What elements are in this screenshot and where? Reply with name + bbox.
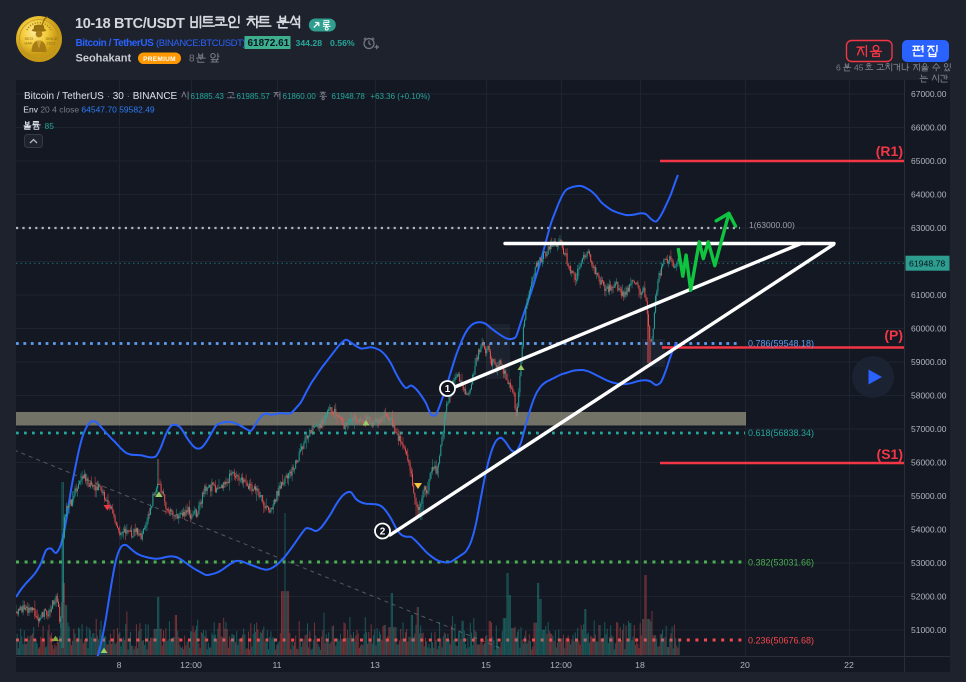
svg-text:61985.57: 61985.57 [237,92,271,101]
svg-text:15: 15 [481,660,491,670]
svg-text:61948.78: 61948.78 [332,92,366,101]
svg-text:51000.00: 51000.00 [911,625,947,635]
svg-text:61000.00: 61000.00 [911,290,947,300]
svg-text:22: 22 [844,660,854,670]
svg-text:Seohakant: Seohakant [76,53,132,65]
svg-text:12:00: 12:00 [550,660,572,670]
svg-text:61948.78: 61948.78 [909,258,945,268]
svg-text:54000.00: 54000.00 [911,525,947,535]
svg-text:8: 8 [189,54,195,65]
svg-text:Env 20 4 close: Env 20 4 close [23,105,79,115]
svg-text:(R1): (R1) [876,143,903,159]
svg-text:57000.00: 57000.00 [911,424,947,434]
svg-text:85: 85 [45,121,55,131]
svg-text:2021: 2021 [47,41,57,46]
svg-text:63000.00: 63000.00 [911,223,947,233]
svg-text:SEO: SEO [25,36,33,41]
svg-text:20: 20 [740,660,750,670]
svg-text:344.28: 344.28 [296,38,323,48]
svg-text:18: 18 [635,660,645,670]
svg-text:0.382(53031.66): 0.382(53031.66) [748,558,814,568]
svg-text:45: 45 [854,63,864,73]
svg-text:0.56%: 0.56% [330,38,355,48]
svg-text:11: 11 [272,660,281,670]
svg-text:12:00: 12:00 [180,660,202,670]
svg-text:58000.00: 58000.00 [911,391,947,401]
svg-text:HAK: HAK [25,41,34,46]
svg-text:Bitcoin / TetherUS · 30 · BINA: Bitcoin / TetherUS · 30 · BINANCE [24,91,178,102]
svg-text:10-18 BTC/USDT: 10-18 BTC/USDT [75,16,185,32]
svg-text:(S1): (S1) [877,446,903,462]
svg-text:1(63000.00): 1(63000.00) [749,220,795,230]
svg-text:13: 13 [370,660,380,670]
svg-text:+63.36 (+0.10%): +63.36 (+0.10%) [370,92,430,101]
svg-text:0.236(50676.68): 0.236(50676.68) [748,636,814,646]
svg-text:64547.70 59582.49: 64547.70 59582.49 [81,105,155,115]
svg-text:(BINANCE:BTCUSDT): (BINANCE:BTCUSDT) [156,38,245,49]
svg-text:65000.00: 65000.00 [911,156,947,166]
svg-text:66000.00: 66000.00 [911,123,947,133]
svg-text:Bitcoin / TetherUS: Bitcoin / TetherUS [76,38,155,49]
svg-text:61885.43: 61885.43 [191,92,225,101]
svg-text:61872.61: 61872.61 [248,38,290,49]
svg-text:59000.00: 59000.00 [911,357,947,367]
svg-text:0.618(56838.34): 0.618(56838.34) [748,428,814,438]
svg-text:67000.00: 67000.00 [911,89,947,99]
svg-text:(P): (P) [884,327,903,343]
svg-text:PREMIUM: PREMIUM [143,56,176,63]
svg-text:52000.00: 52000.00 [911,592,947,602]
svg-text:64000.00: 64000.00 [911,190,947,200]
svg-text:8: 8 [117,660,122,670]
svg-text:56000.00: 56000.00 [911,458,947,468]
svg-text:61860.00: 61860.00 [283,92,317,101]
svg-text:0.786(59548.18): 0.786(59548.18) [748,339,814,349]
svg-text:55000.00: 55000.00 [911,491,947,501]
svg-text:2: 2 [380,526,386,537]
svg-text:SINCE: SINCE [46,36,59,41]
svg-text:1: 1 [445,384,451,395]
svg-text:53000.00: 53000.00 [911,558,947,568]
svg-text:6: 6 [836,63,841,73]
svg-text:60000.00: 60000.00 [911,324,947,334]
